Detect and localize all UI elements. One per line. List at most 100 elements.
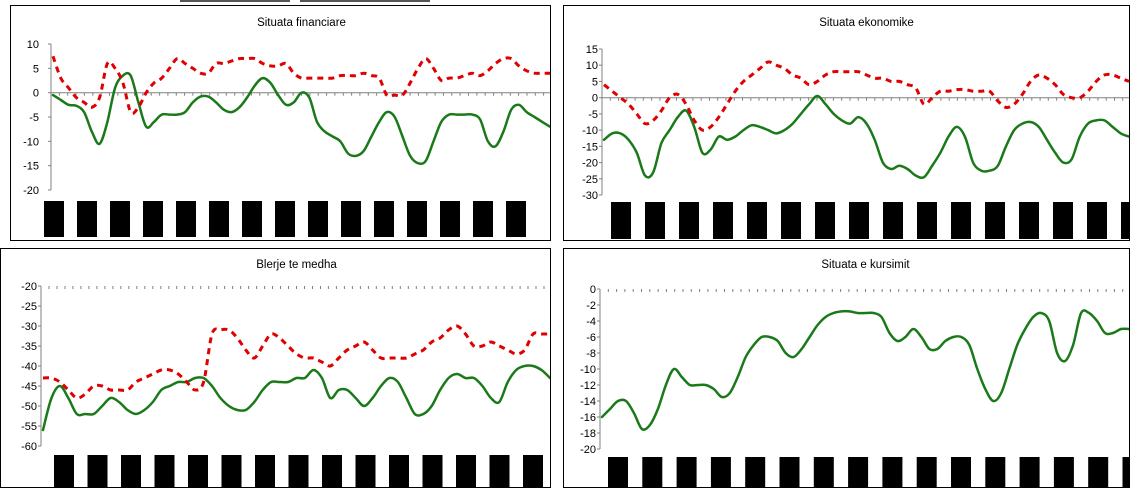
y-tick-label: -16 <box>580 412 596 424</box>
category-block <box>642 457 663 487</box>
y-tick-label: -35 <box>21 341 37 353</box>
category-block <box>456 455 476 487</box>
category-block <box>917 202 937 239</box>
y-tick-label: -25 <box>21 301 37 313</box>
category-block <box>87 455 108 487</box>
category-block <box>745 457 766 487</box>
chart-situata-financiare: Situata financiare 10 5 0 -5 -10 -15 -20 <box>23 17 550 237</box>
y-tick-label: -5 <box>29 112 39 124</box>
chart-blerje-te-medha: Blerje te medha -20 -25 -30 -35 -40 -45 -50 -55 -… <box>21 259 550 487</box>
category-block <box>985 202 1005 239</box>
category-block <box>679 202 699 239</box>
category-block <box>611 202 631 239</box>
y-tick-label: -25 <box>582 174 598 186</box>
category-block <box>1121 202 1129 239</box>
category-block <box>176 201 196 237</box>
category-block <box>440 201 460 237</box>
y-tick-label: -60 <box>21 441 37 453</box>
category-block <box>1088 457 1109 487</box>
category-block <box>779 457 800 487</box>
chart-title: Situata financiare <box>257 17 346 29</box>
series-line-solid-green <box>51 71 550 166</box>
category-block <box>1019 457 1040 487</box>
category-block <box>154 455 175 487</box>
category-block <box>1053 457 1074 487</box>
y-tick-label: -45 <box>21 381 37 393</box>
category-block <box>883 202 903 239</box>
category-block <box>985 457 1006 487</box>
category-block <box>209 201 229 237</box>
y-tick-label: -20 <box>582 158 598 170</box>
category-block <box>506 201 526 237</box>
y-tick-label: -12 <box>580 380 596 392</box>
y-tick-label: 10 <box>586 60 598 72</box>
y-tick-label: 5 <box>592 76 598 88</box>
y-tick-label: 0 <box>592 93 598 105</box>
category-block <box>781 202 801 239</box>
category-block <box>813 457 834 487</box>
panel-situata-ekonomike: Situata ekonomike 15 10 5 0 -5 -10 -15 -20 -25 -30 <box>563 5 1130 241</box>
category-block <box>110 201 130 237</box>
category-block <box>608 457 628 487</box>
category-block <box>951 457 971 487</box>
category-block <box>407 201 427 237</box>
category-block <box>242 201 262 237</box>
category-block <box>77 201 97 237</box>
series-line-solid-green <box>600 309 1129 431</box>
y-tick-label: -10 <box>23 136 39 148</box>
y-tick-label: -8 <box>586 348 596 360</box>
y-tick-label: 15 <box>586 44 598 56</box>
y-tick-label: -15 <box>582 141 598 153</box>
category-block <box>374 201 394 237</box>
category-block <box>188 455 208 487</box>
category-block <box>44 201 64 237</box>
category-block <box>815 202 835 239</box>
category-block <box>849 202 869 239</box>
category-block <box>473 201 493 237</box>
y-tick-label: -2 <box>586 300 596 312</box>
category-block <box>54 455 74 487</box>
chart-situata-e-kursimit: Situata e kursimit 0 -2 -4 -6 -8 -10 -12 -14 -16 -… <box>580 259 1129 487</box>
y-tick-label: -6 <box>586 332 596 344</box>
category-block <box>713 202 733 239</box>
category-block <box>523 455 543 487</box>
series-line-dashed-red <box>51 55 550 115</box>
y-tick-label: -4 <box>586 316 596 328</box>
category-block <box>676 457 697 487</box>
y-tick-label: -55 <box>21 421 37 433</box>
category-block <box>1087 202 1107 239</box>
category-block <box>255 455 275 487</box>
category-block <box>747 202 767 239</box>
y-tick-label: -20 <box>21 281 37 293</box>
category-block <box>1122 457 1129 487</box>
chart-situata-ekonomike: Situata ekonomike 15 10 5 0 -5 -10 -15 -20 -25 -30 <box>582 17 1129 239</box>
panel-situata-financiare: Situata financiare 10 5 0 -5 -10 -15 -20 <box>10 5 551 241</box>
series-line-dashed-red <box>42 324 550 400</box>
category-block <box>916 457 937 487</box>
chart-title: Situata e kursimit <box>821 259 910 271</box>
y-tick-label: 5 <box>33 63 39 75</box>
y-tick-label: -15 <box>23 161 39 173</box>
y-tick-label: -40 <box>21 361 37 373</box>
category-block <box>710 457 731 487</box>
chart-title: Situata ekonomike <box>819 17 914 29</box>
y-tick-label: 0 <box>590 284 596 296</box>
category-block <box>275 201 295 237</box>
series-line-dashed-red <box>603 60 1129 132</box>
category-block <box>882 457 903 487</box>
y-tick-label: -50 <box>21 401 37 413</box>
category-block <box>121 455 141 487</box>
series-line-solid-green <box>41 364 550 432</box>
y-tick-label: 10 <box>27 39 39 51</box>
category-block <box>489 455 510 487</box>
category-block <box>1053 202 1073 239</box>
y-tick-label: -30 <box>582 190 598 202</box>
category-block <box>308 201 328 237</box>
panel-blerje-te-medha: Blerje te medha -20 -25 -30 -35 -40 -45 -50 -55 -… <box>0 248 551 488</box>
y-tick-label: -10 <box>580 364 596 376</box>
category-block <box>341 201 361 237</box>
category-block <box>951 202 971 239</box>
y-tick-label: -20 <box>23 185 39 197</box>
category-block <box>389 455 409 487</box>
category-block <box>221 455 242 487</box>
